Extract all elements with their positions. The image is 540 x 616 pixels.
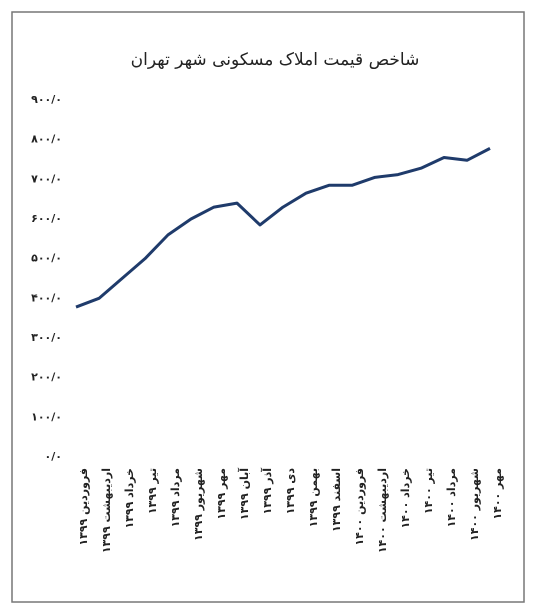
y-tick-label: ۵۰۰/۰	[31, 252, 62, 265]
x-tick-label: تیر ۱۴۰۰	[422, 468, 435, 514]
y-tick-label: ۱۰۰/۰	[31, 410, 62, 423]
chart-title: شاخص قیمت املاک مسکونی شهر تهران	[131, 50, 420, 70]
line	[75, 147, 491, 309]
x-tick-label: شهریور ۱۳۹۹	[192, 468, 205, 541]
x-tick-label: بهمن ۱۳۹۹	[307, 468, 320, 527]
x-tick-label: فروردین ۱۴۰۰	[353, 468, 366, 546]
y-tick-label: ۳۰۰/۰	[31, 331, 62, 344]
x-tick-label: آبان ۱۳۹۹	[237, 468, 251, 520]
x-tick-label: اردیبهشت ۱۴۰۰	[376, 468, 389, 553]
y-tick-label: ۴۰۰/۰	[31, 291, 62, 304]
x-tick-label: شهریور ۱۴۰۰	[468, 468, 481, 541]
y-tick-label: ۹۰۰/۰	[31, 93, 62, 106]
x-tick-label: آذر ۱۳۹۹	[260, 468, 274, 515]
x-tick-label: اردیبهشت ۱۳۹۹	[100, 468, 113, 553]
x-tick-label: مهر ۱۴۰۰	[491, 468, 504, 520]
x-tick-label: مهر ۱۳۹۹	[215, 468, 228, 520]
y-tick-label: ۰/۰	[45, 450, 62, 463]
x-tick-label: خرداد ۱۳۹۹	[123, 468, 136, 529]
x-tick-label: تیر ۱۳۹۹	[146, 468, 159, 514]
x-tick-label: خرداد ۱۴۰۰	[399, 468, 412, 529]
y-tick-label: ۷۰۰/۰	[31, 172, 62, 185]
x-tick-label: دی ۱۳۹۹	[284, 468, 297, 515]
chart-frame	[11, 11, 525, 603]
x-tick-label: اسفند ۱۳۹۹	[330, 468, 343, 532]
x-tick-label: مرداد ۱۴۰۰	[445, 468, 458, 527]
x-tick-label: فروردین ۱۳۹۹	[77, 468, 90, 546]
y-tick-label: ۸۰۰/۰	[31, 133, 62, 146]
y-tick-label: ۲۰۰/۰	[31, 371, 62, 384]
y-tick-label: ۶۰۰/۰	[31, 212, 62, 225]
x-tick-label: مرداد ۱۳۹۹	[169, 468, 182, 527]
